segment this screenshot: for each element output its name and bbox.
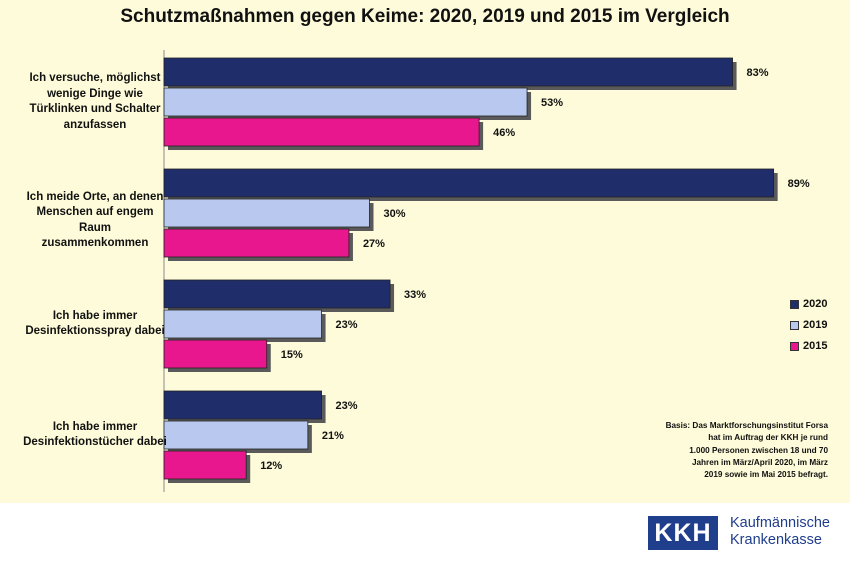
legend-label: 2020 (803, 298, 828, 310)
category-label: Ich versuche, möglichst wenige Dinge wie T… (20, 71, 170, 133)
bar-2015-1 (163, 117, 480, 147)
legend-item-2015: 2015 (790, 340, 827, 352)
bar-2015-3 (163, 339, 268, 369)
legend-swatch (790, 299, 799, 309)
bar-2019-4 (163, 420, 309, 450)
data-label: 83% (747, 67, 769, 79)
legend-swatch (790, 341, 799, 351)
logo-text-line2: Krankenkasse (730, 532, 822, 548)
source-note-line: hat im Auftrag der KKH je rund (708, 433, 828, 443)
category-label: Ich meide Orte, an denen Menschen auf eng… (20, 190, 170, 252)
category-label-line: Desinfektionstücher dabei (23, 436, 167, 449)
bar-2015-4 (163, 450, 247, 480)
data-label: 21% (322, 430, 344, 442)
bar-2019-2 (163, 198, 370, 228)
bar-2020-4 (163, 390, 322, 420)
category-label-line: Türklinken und Schalter (29, 103, 161, 116)
bar-2020-2 (163, 168, 775, 198)
bar-2015-2 (163, 228, 350, 258)
bar-2019-3 (163, 309, 322, 339)
source-note: Basis: Das Marktforschungsinstitut Forsa… (648, 420, 828, 481)
bar-2019-1 (163, 87, 528, 117)
category-label-line: anzufassen (63, 118, 127, 131)
source-note-line: Basis: Das Marktforschungsinstitut Forsa (665, 421, 828, 430)
category-label-line: Ich habe immer (52, 420, 138, 433)
category-label-line: Ich meide Orte, an denen (26, 190, 164, 203)
chart-title: Schutzmaßnahmen gegen Keime: 2020, 2019 … (120, 6, 730, 27)
data-label: 53% (541, 97, 563, 109)
legend-item-2020: 2020 (790, 298, 827, 310)
logo-text-line1: Kaufmännische (730, 515, 830, 531)
data-label: 46% (493, 127, 515, 139)
bar-2020-1 (163, 57, 733, 87)
bar-2020-3 (163, 279, 391, 309)
bar-chart: 83% 53% 46% 89% 30% 27% 33% 23% 15% 23% 21% 12% (163, 50, 810, 492)
data-label: 30% (384, 208, 406, 220)
data-label: 33% (404, 289, 426, 301)
source-note-line: 1.000 Personen zwischen 18 und 70 (689, 445, 828, 455)
category-label-line: zusammenkommen (41, 237, 149, 250)
legend-label: 2015 (803, 340, 828, 352)
category-label-line: Ich habe immer (52, 309, 138, 322)
source-note-line: 2019 sowie im Mai 2015 befragt. (704, 470, 828, 480)
data-label: 23% (336, 319, 358, 331)
legend-item-2019: 2019 (790, 319, 827, 331)
source-note-line: Jahren im März/April 2020, im März (691, 457, 828, 467)
kkh-logo: KKH (648, 516, 718, 550)
category-label-line: wenige Dinge wie (47, 87, 143, 100)
category-label-line: Ich versuche, möglichst (29, 72, 161, 84)
data-label: 89% (788, 178, 810, 190)
category-label: Ich habe immer Desinfektionsspray dabei (20, 309, 170, 340)
category-label-line: Menschen auf engem Raum (36, 206, 154, 234)
data-label: 23% (336, 400, 358, 412)
data-label: 12% (260, 460, 282, 472)
footer (0, 503, 850, 566)
legend-swatch (790, 320, 799, 330)
category-label-line: Desinfektionsspray dabei (25, 325, 165, 338)
category-label: Ich habe immer Desinfektionstücher dabei (20, 420, 170, 451)
data-label: 15% (281, 349, 303, 361)
data-label: 27% (363, 238, 385, 250)
legend-label: 2019 (803, 319, 828, 331)
